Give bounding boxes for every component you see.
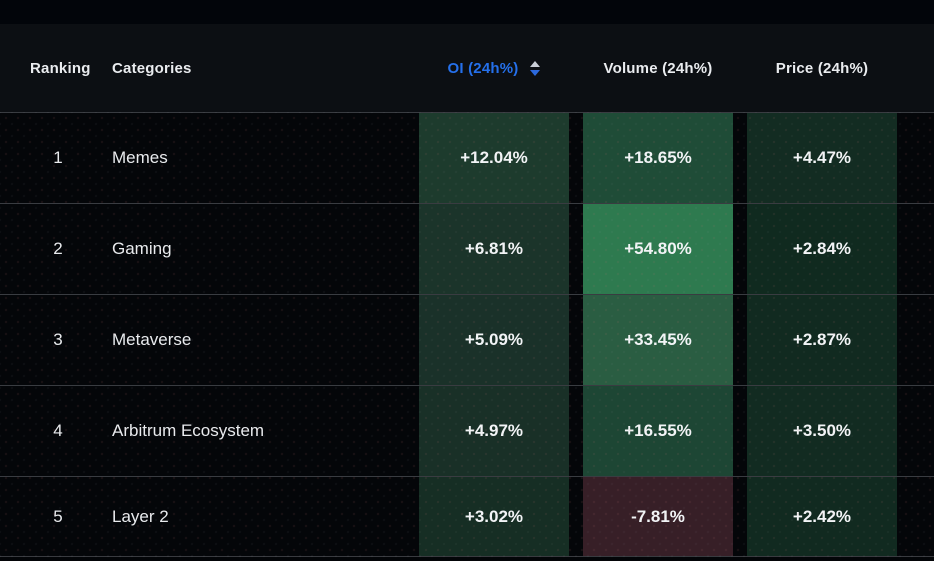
category-name: Gaming [112, 239, 172, 258]
sort-desc-icon [530, 69, 541, 76]
table-body: 1 Memes +12.04% +18.65% +4.47% 2 Gaming … [0, 112, 934, 561]
rank-value: 4 [53, 421, 63, 440]
category-name: Metaverse [112, 330, 192, 349]
category-name: Layer 2 [112, 506, 169, 526]
price-change-cell: +3.50% [747, 386, 897, 476]
top-strip [0, 0, 934, 24]
table-row[interactable]: 3 Metaverse +5.09% +33.45% +2.87% [0, 294, 934, 385]
price-change-cell: +4.47% [747, 113, 897, 203]
next-row-edge [0, 556, 934, 561]
oi-change-cell: +4.97% [419, 386, 569, 476]
rank-value: 1 [53, 148, 63, 167]
rank-value: 2 [53, 239, 63, 258]
oi-change-cell: +12.04% [419, 113, 569, 203]
table-row[interactable]: 4 Arbitrum Ecosystem +4.97% +16.55% +3.5… [0, 385, 934, 476]
table-row[interactable]: 2 Gaming +6.81% +54.80% +2.84% [0, 203, 934, 294]
table-row[interactable]: 5 Layer 2 +3.02% -7.81% +2.42% [0, 476, 934, 556]
price-change-cell: +2.42% [747, 477, 897, 556]
price-change-cell: +2.84% [747, 204, 897, 294]
volume-change-cell: +33.45% [583, 295, 733, 385]
volume-change-cell: +54.80% [583, 204, 733, 294]
sort-asc-icon [530, 60, 541, 67]
oi-change-cell: +3.02% [419, 477, 569, 556]
price-change-cell: +2.87% [747, 295, 897, 385]
sort-icon[interactable] [530, 60, 541, 76]
oi-header-label: OI (24h%) [447, 59, 519, 77]
column-header-price[interactable]: Price (24h%) [775, 59, 869, 77]
rank-value: 5 [53, 506, 63, 526]
volume-change-cell: -7.81% [583, 477, 733, 556]
volume-change-cell: +18.65% [583, 113, 733, 203]
volume-change-cell: +16.55% [583, 386, 733, 476]
table-header: Ranking Categories OI (24h%) Volume (24h… [0, 24, 934, 112]
oi-change-cell: +6.81% [419, 204, 569, 294]
rank-value: 3 [53, 330, 63, 349]
column-header-ranking: Ranking [30, 59, 91, 77]
category-name: Arbitrum Ecosystem [112, 421, 265, 440]
table-row[interactable]: 1 Memes +12.04% +18.65% +4.47% [0, 112, 934, 203]
column-header-categories: Categories [112, 59, 192, 77]
column-header-volume[interactable]: Volume (24h%) [603, 59, 713, 77]
column-header-oi[interactable]: OI (24h%) [419, 60, 569, 77]
oi-change-cell: +5.09% [419, 295, 569, 385]
category-name: Memes [112, 148, 168, 167]
